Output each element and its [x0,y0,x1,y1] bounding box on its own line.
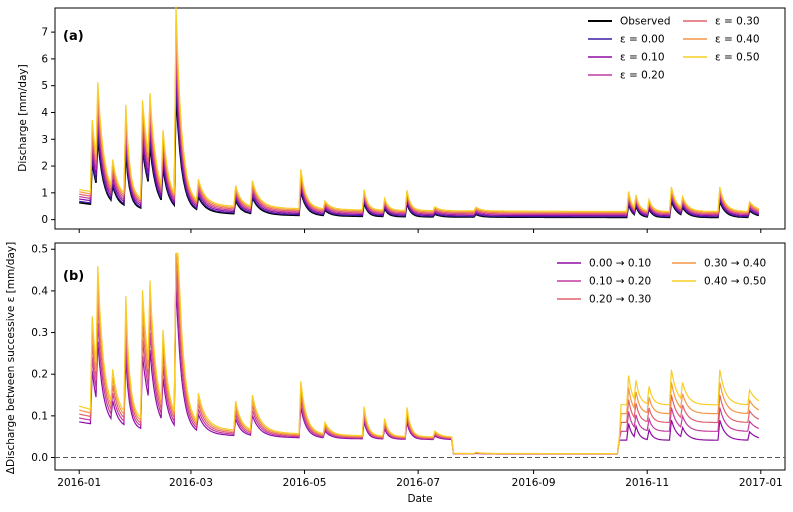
y-tick-label: 0.3 [31,327,48,339]
series-line-a-0 [79,91,760,219]
series-line-b-2 [79,253,760,455]
y-tick-label: 2 [41,161,48,173]
y-tick-label: 4 [41,107,48,119]
x-tick-label: 2016-01 [57,477,101,489]
panel-b-xlabel: Date [407,493,432,505]
y-tick-label: 6 [41,53,48,65]
series-line-b-3 [79,253,760,455]
legend-entry: ε = 0.40 [715,34,760,46]
y-tick-label: 0.0 [31,452,48,464]
y-tick-label: 1 [41,187,48,199]
series-line-a-6 [79,6,760,213]
panel-b-ylabel: ΔDischarge between successive ε [mm/day] [5,242,17,474]
series-line-a-3 [79,53,760,216]
panel-b-frame [54,242,786,471]
legend-entry: 0.20 → 0.30 [589,294,651,306]
x-tick-label: 2016-03 [169,477,213,489]
legend-entry: ε = 0.00 [620,34,665,46]
panel-a-frame [54,7,786,230]
y-tick-label: 0.4 [31,285,48,297]
legend-entry: 0.10 → 0.20 [589,276,651,288]
series-line-b-4 [79,252,760,455]
y-tick-label: 0.2 [31,369,48,381]
panel-a-ylabel: Discharge [mm/day] [17,64,29,171]
series-line-a-2 [79,69,760,217]
x-tick-label: 2016-11 [625,477,669,489]
legend-entry: ε = 0.10 [620,52,665,64]
y-tick-label: 3 [41,134,48,146]
panel-a-label: (a) [63,29,84,44]
x-tick-label: 2016-07 [396,477,440,489]
series-line-a-5 [79,22,760,214]
legend-entry: ε = 0.30 [715,16,760,28]
legend-entry: ε = 0.50 [715,52,760,64]
y-tick-label: 5 [41,80,48,92]
legend-entry: 0.30 → 0.40 [704,258,766,270]
panel-a-discharge: 0 1 2 3 4 5 6 7 (a) Discharge [mm/day] Observed… [17,6,786,233]
legend-entry: 0.00 → 0.10 [589,258,651,270]
x-tick-label: 2016-05 [283,477,327,489]
series-line-b-0 [79,283,760,455]
y-tick-label: 0.1 [31,410,48,422]
panel-b-label: (b) [63,269,84,284]
legend-entry: Observed [620,16,671,28]
series-line-a-4 [79,37,760,215]
legend-entry: ε = 0.20 [620,70,665,82]
series-line-a-1 [79,84,760,218]
y-tick-label: 7 [41,27,48,39]
legend-entry: 0.40 → 0.50 [704,276,766,288]
y-tick-label: 0.5 [31,244,48,256]
series-line-b-1 [79,253,760,455]
x-tick-label: 2016-09 [512,477,556,489]
y-tick-label: 0 [41,214,48,226]
panel-b-delta: 0.0 0.1 0.2 0.3 0.4 0.5 2016-01 2016-03 2016-05… [5,242,786,505]
x-tick-label: 2017-01 [739,477,783,489]
